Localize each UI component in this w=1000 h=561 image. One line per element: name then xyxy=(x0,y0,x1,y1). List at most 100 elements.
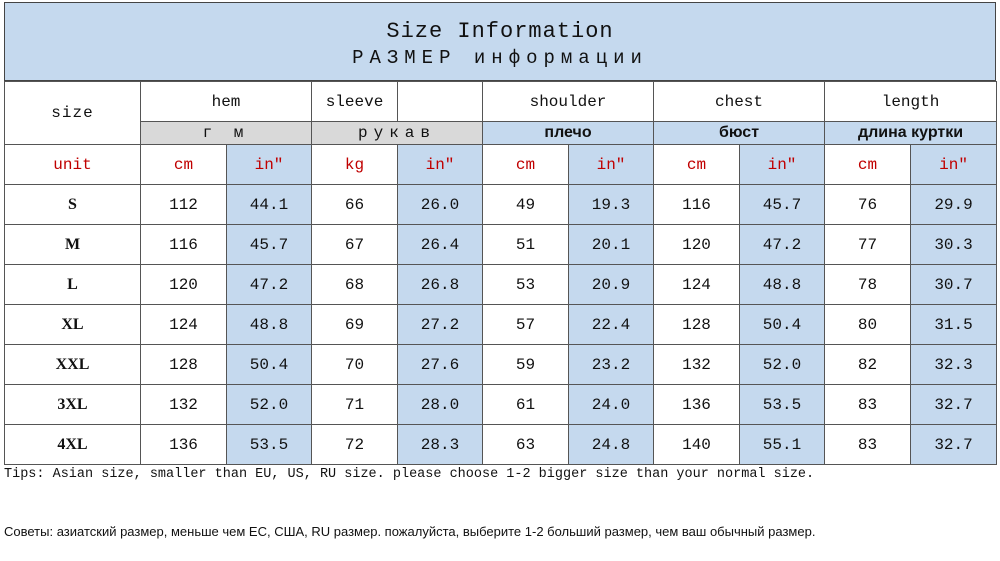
table-row: L 120 47.2 68 26.8 53 20.9 124 48.8 78 3… xyxy=(4,264,998,305)
value-cell: 22.4 xyxy=(568,304,654,345)
value-cell: 63 xyxy=(482,424,569,465)
value-cell: 27.6 xyxy=(397,344,483,385)
unit-cm: cm xyxy=(140,144,227,185)
size-label: 3XL xyxy=(4,384,141,425)
value-cell: 116 xyxy=(653,184,740,225)
title-russian: РАЗМЕР информации xyxy=(352,47,648,69)
value-cell: 28.3 xyxy=(397,424,483,465)
title-english: Size Information xyxy=(386,19,614,44)
chest-header-ru: бюст xyxy=(652,121,826,145)
value-cell: 47.2 xyxy=(738,224,826,265)
value-cell: 52.0 xyxy=(738,344,826,385)
value-cell: 59 xyxy=(482,344,569,385)
value-cell: 66 xyxy=(311,184,398,225)
length-header-ru: длина куртки xyxy=(824,121,998,145)
value-cell: 132 xyxy=(653,344,740,385)
value-cell: 29.9 xyxy=(910,184,998,225)
unit-kg: kg xyxy=(311,144,398,185)
value-cell: 128 xyxy=(140,344,227,385)
tips-russian: Советы: азиатский размер, меньше чем ЕС,… xyxy=(4,524,816,539)
shoulder-header-ru: плечо xyxy=(482,121,654,145)
value-cell: 72 xyxy=(311,424,398,465)
value-cell: 140 xyxy=(653,424,740,465)
tips-english: Tips: Asian size, smaller than EU, US, R… xyxy=(4,467,815,482)
value-cell: 70 xyxy=(311,344,398,385)
table-row: S 112 44.1 66 26.0 49 19.3 116 45.7 76 2… xyxy=(4,184,998,225)
shoulder-header: shoulder xyxy=(482,81,654,122)
header-row-ru: г м рукав плечо бюст длина куртки xyxy=(5,121,998,145)
value-cell: 47.2 xyxy=(226,264,312,305)
value-cell: 19.3 xyxy=(568,184,654,225)
value-cell: 136 xyxy=(140,424,227,465)
value-cell: 24.0 xyxy=(568,384,654,425)
size-label: L xyxy=(4,264,141,305)
table-row: 3XL 132 52.0 71 28.0 61 24.0 136 53.5 83… xyxy=(4,384,998,425)
header-row-en: size hem sleeve shoulder chest length xyxy=(4,81,998,145)
size-column-header: size xyxy=(4,81,141,145)
size-label: M xyxy=(4,224,141,265)
value-cell: 68 xyxy=(311,264,398,305)
size-label: XXL xyxy=(4,344,141,385)
unit-cm: cm xyxy=(824,144,912,185)
unit-label: unit xyxy=(4,144,141,185)
value-cell: 32.7 xyxy=(910,424,998,465)
size-label: 4XL xyxy=(4,424,141,465)
value-cell: 61 xyxy=(482,384,569,425)
value-cell: 20.9 xyxy=(568,264,654,305)
value-cell: 52.0 xyxy=(226,384,312,425)
size-chart: Size Information РАЗМЕР информации size … xyxy=(4,2,998,559)
size-table: size hem sleeve shoulder chest length г … xyxy=(4,81,998,465)
value-cell: 28.0 xyxy=(397,384,483,425)
value-cell: 45.7 xyxy=(738,184,826,225)
value-cell: 128 xyxy=(653,304,740,345)
value-cell: 82 xyxy=(824,344,912,385)
value-cell: 50.4 xyxy=(226,344,312,385)
value-cell: 120 xyxy=(140,264,227,305)
length-header: length xyxy=(824,81,998,122)
value-cell: 83 xyxy=(824,424,912,465)
value-cell: 53.5 xyxy=(226,424,312,465)
value-cell: 48.8 xyxy=(226,304,312,345)
value-cell: 69 xyxy=(311,304,398,345)
value-cell: 112 xyxy=(140,184,227,225)
value-cell: 77 xyxy=(824,224,912,265)
value-cell: 27.2 xyxy=(397,304,483,345)
value-cell: 26.4 xyxy=(397,224,483,265)
table-row: XL 124 48.8 69 27.2 57 22.4 128 50.4 80 … xyxy=(4,304,998,345)
value-cell: 32.3 xyxy=(910,344,998,385)
value-cell: 53.5 xyxy=(738,384,826,425)
unit-in: in″ xyxy=(910,144,998,185)
unit-cm: cm xyxy=(482,144,569,185)
value-cell: 31.5 xyxy=(910,304,998,345)
value-cell: 67 xyxy=(311,224,398,265)
value-cell: 71 xyxy=(311,384,398,425)
size-label: XL xyxy=(4,304,141,345)
value-cell: 26.0 xyxy=(397,184,483,225)
value-cell: 116 xyxy=(140,224,227,265)
value-cell: 30.7 xyxy=(910,264,998,305)
hem-header: hem xyxy=(140,81,312,122)
value-cell: 78 xyxy=(824,264,912,305)
value-cell: 53 xyxy=(482,264,569,305)
value-cell: 49 xyxy=(482,184,569,225)
table-row: XXL 128 50.4 70 27.6 59 23.2 132 52.0 82… xyxy=(4,344,998,385)
value-cell: 50.4 xyxy=(738,304,826,345)
value-cell: 30.3 xyxy=(910,224,998,265)
value-cell: 55.1 xyxy=(738,424,826,465)
value-cell: 124 xyxy=(653,264,740,305)
sleeve-header-blank xyxy=(397,81,483,122)
value-cell: 45.7 xyxy=(226,224,312,265)
value-cell: 51 xyxy=(482,224,569,265)
value-cell: 132 xyxy=(140,384,227,425)
hem-header-ru: г м xyxy=(140,121,312,145)
chest-header: chest xyxy=(652,81,826,122)
sleeve-header-ru: рукав xyxy=(311,121,483,145)
unit-in: in″ xyxy=(568,144,654,185)
value-cell: 124 xyxy=(140,304,227,345)
value-cell: 120 xyxy=(653,224,740,265)
value-cell: 20.1 xyxy=(568,224,654,265)
value-cell: 24.8 xyxy=(568,424,654,465)
table-row: 4XL 136 53.5 72 28.3 63 24.8 140 55.1 83… xyxy=(4,424,998,465)
unit-in: in″ xyxy=(397,144,483,185)
value-cell: 44.1 xyxy=(226,184,312,225)
